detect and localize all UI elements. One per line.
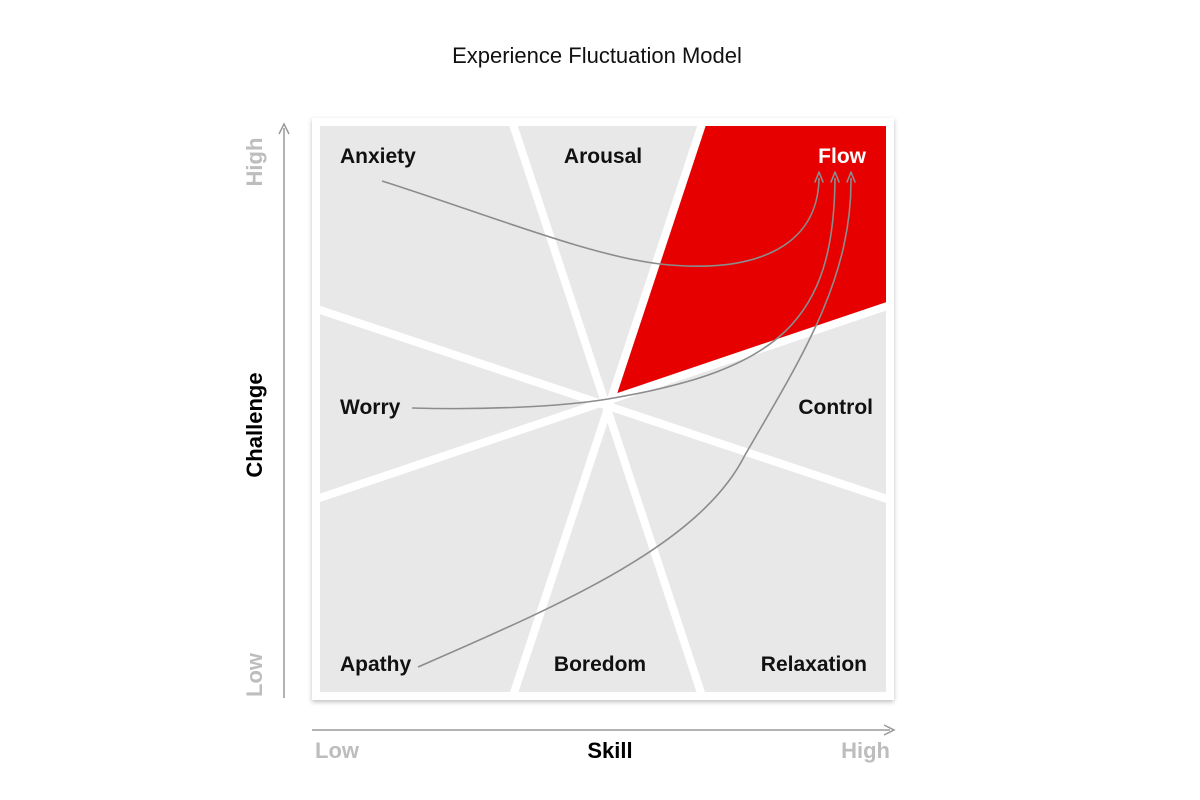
y-axis-high-label: High: [242, 138, 267, 187]
region-label-boredom: Boredom: [554, 653, 646, 676]
region-label-relaxation: Relaxation: [761, 653, 867, 676]
flow-arrows: [381, 177, 852, 668]
y-axis-title: Challenge: [242, 372, 267, 477]
region-label-arousal: Arousal: [564, 145, 642, 168]
diagram-title: Experience Fluctuation Model: [452, 43, 742, 68]
region-label-apathy: Apathy: [340, 653, 411, 676]
arrow-worry-to-flow: [411, 177, 836, 410]
arrowhead-icon: [846, 171, 856, 183]
region-label-flow: Flow: [818, 145, 866, 168]
region-label-control: Control: [798, 396, 873, 419]
x-axis-high-label: High: [841, 738, 890, 763]
x-axis-low-label: Low: [315, 738, 360, 763]
x-axis: Skill Low High: [312, 724, 896, 763]
arrow-apathy-to-flow: [417, 177, 852, 668]
arrowhead-icon: [814, 171, 824, 183]
y-axis-arrow-icon: [278, 122, 290, 135]
plot-regions: [312, 118, 894, 700]
region-label-anxiety: Anxiety: [340, 145, 416, 168]
y-axis-low-label: Low: [242, 652, 267, 697]
region-dividers: [312, 118, 894, 700]
divider-line: [312, 299, 894, 505]
x-axis-arrow-icon: [883, 724, 896, 736]
arrowheads: [814, 171, 856, 183]
x-axis-title: Skill: [587, 738, 632, 763]
arrowhead-icon: [830, 171, 840, 183]
plot-inner-border: [312, 118, 894, 700]
region-labels: Anxiety Arousal Flow Worry Control Apath…: [340, 145, 873, 676]
y-axis: Challenge High Low: [242, 122, 290, 698]
arrow-anxiety-to-flow: [381, 177, 820, 267]
region-label-worry: Worry: [340, 396, 401, 419]
